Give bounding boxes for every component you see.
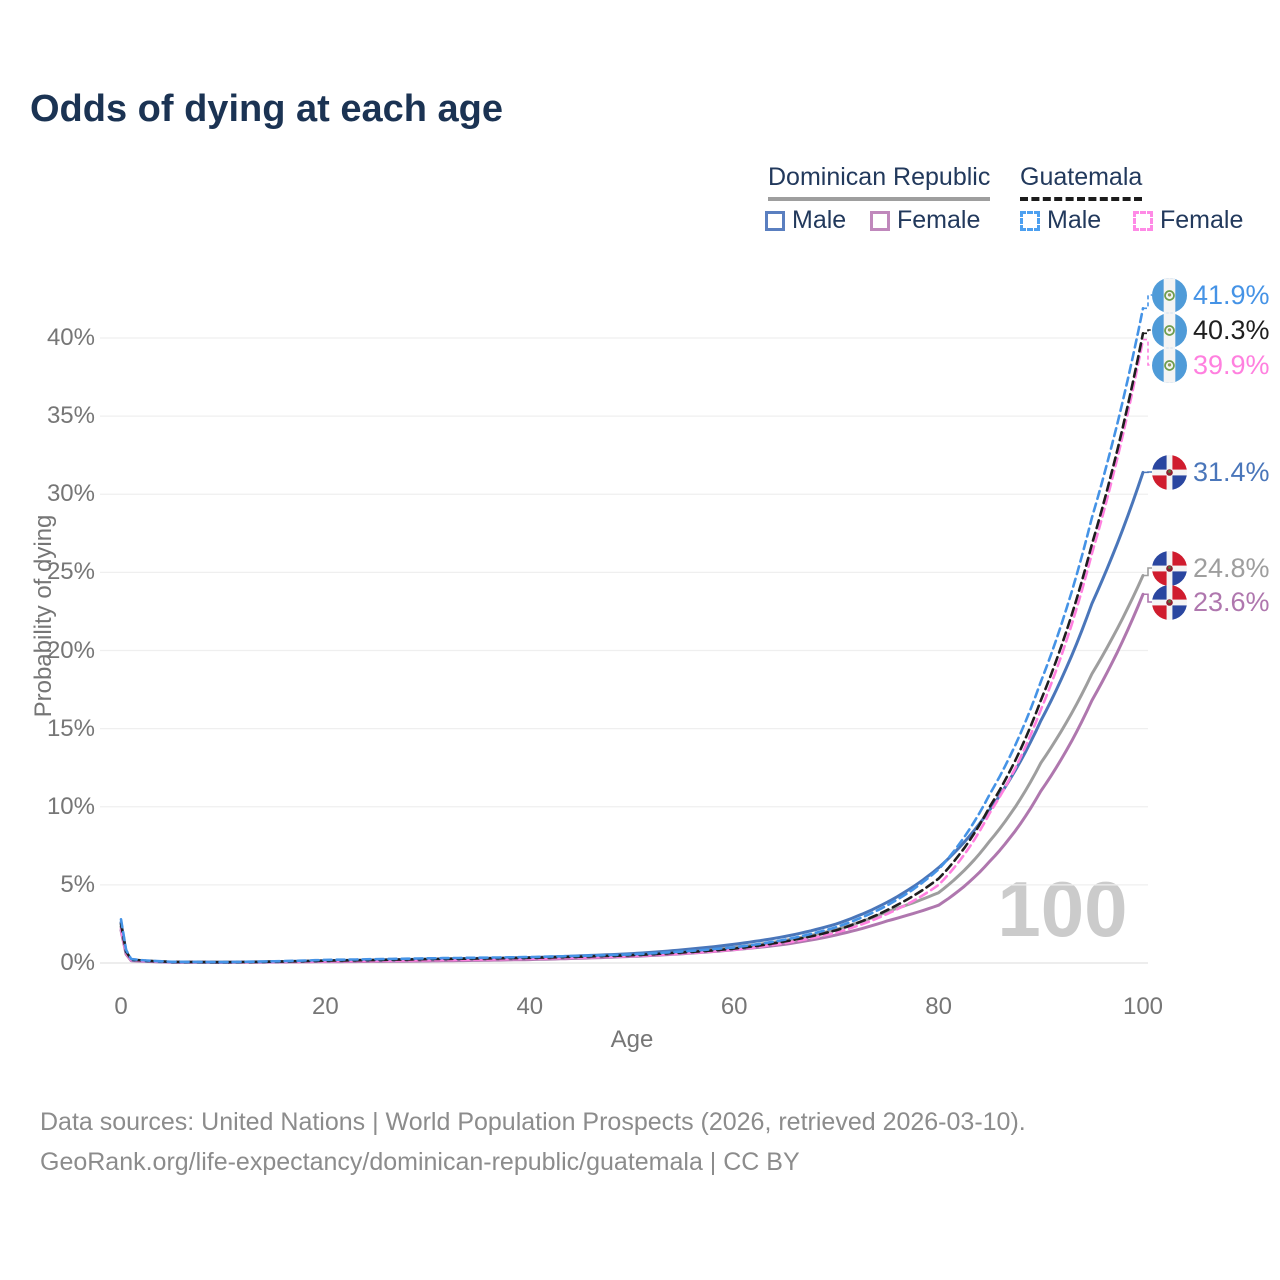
page-title: Odds of dying at each age	[30, 88, 503, 130]
legend-item-gt-male[interactable]: Male	[1020, 206, 1101, 235]
end-label-connector	[1143, 567, 1152, 577]
x-axis-title: Age	[610, 1026, 654, 1053]
end-label-guatemala-female: 39.9%	[1152, 347, 1270, 383]
y-tick-label: 25%	[46, 558, 95, 586]
end-label-guatemala-male: 41.9%	[1152, 277, 1270, 313]
dr-female-swatch-icon	[870, 210, 890, 231]
x-tick-label: 80	[925, 993, 952, 1020]
dominican-republic-flag-icon	[1152, 584, 1187, 620]
end-label-connector	[1143, 593, 1152, 603]
x-tick-label: 40	[516, 993, 544, 1020]
x-tick-label: 100	[1122, 993, 1164, 1020]
y-tick-label: 5%	[60, 870, 95, 898]
end-label-connector	[1143, 294, 1152, 310]
legend-item-dr-female[interactable]: Female	[870, 206, 980, 235]
legend-group-dominican-republic: Dominican Republic	[768, 163, 991, 201]
series-line	[119, 332, 1145, 964]
end-value-label: 24.8%	[1193, 552, 1270, 583]
end-value-label: 23.6%	[1193, 586, 1270, 617]
y-tick-label: 35%	[46, 402, 95, 430]
series-line	[119, 574, 1145, 964]
end-label-dominican-republic-male: 31.4%	[1152, 454, 1270, 490]
y-tick-label: 15%	[46, 714, 95, 742]
end-label-connector	[1143, 329, 1152, 335]
y-tick-label: 20%	[46, 636, 95, 664]
x-tick-label: 20	[312, 993, 339, 1020]
end-label-dominican-republic-both-sexes-: 24.8%	[1152, 550, 1270, 586]
end-value-label: 40.3%	[1193, 314, 1270, 345]
y-tick-label: 10%	[46, 792, 95, 820]
legend-label: Male	[1047, 206, 1102, 234]
end-label-guatemala-both-sexes-: 40.3%	[1152, 312, 1270, 348]
dr-male-swatch-icon	[765, 210, 785, 231]
legend-group-guatemala: Guatemala	[1020, 163, 1143, 201]
guatemala-flag-icon	[1152, 312, 1187, 348]
guatemala-flag-icon	[1152, 277, 1187, 313]
end-value-label: 41.9%	[1193, 279, 1270, 310]
data-source-note: Data sources: United Nations | World Pop…	[40, 1108, 1026, 1136]
x-tick-label: 0	[114, 993, 128, 1020]
guatemala-flag-icon	[1152, 347, 1187, 383]
age-watermark: 100	[997, 865, 1128, 953]
series-line	[119, 470, 1145, 964]
plot-area	[100, 294, 1152, 964]
end-label-dominican-republic-female: 23.6%	[1152, 584, 1270, 620]
attribution-note: GeoRank.org/life-expectancy/dominican-re…	[40, 1148, 800, 1176]
gt-male-swatch-icon	[1020, 210, 1040, 231]
legend-label: Female	[1160, 206, 1244, 234]
legend-label: Male	[792, 206, 847, 234]
y-tick-label: 40%	[46, 324, 95, 351]
dominican-republic-flag-icon	[1152, 454, 1187, 490]
legend-item-dr-male[interactable]: Male	[765, 206, 846, 235]
legend-item-gt-female[interactable]: Female	[1133, 206, 1243, 235]
legend-label: Female	[897, 206, 981, 234]
end-label-connector	[1143, 338, 1152, 366]
end-value-label: 39.9%	[1193, 349, 1270, 380]
x-tick-label: 60	[720, 993, 748, 1020]
dominican-republic-flag-icon	[1152, 550, 1187, 586]
gt-female-swatch-icon	[1133, 210, 1153, 231]
y-tick-label: 0%	[60, 949, 95, 976]
end-value-label: 31.4%	[1193, 456, 1270, 487]
series-line	[119, 592, 1145, 964]
y-tick-label: 30%	[46, 480, 95, 508]
series-line	[119, 307, 1145, 964]
